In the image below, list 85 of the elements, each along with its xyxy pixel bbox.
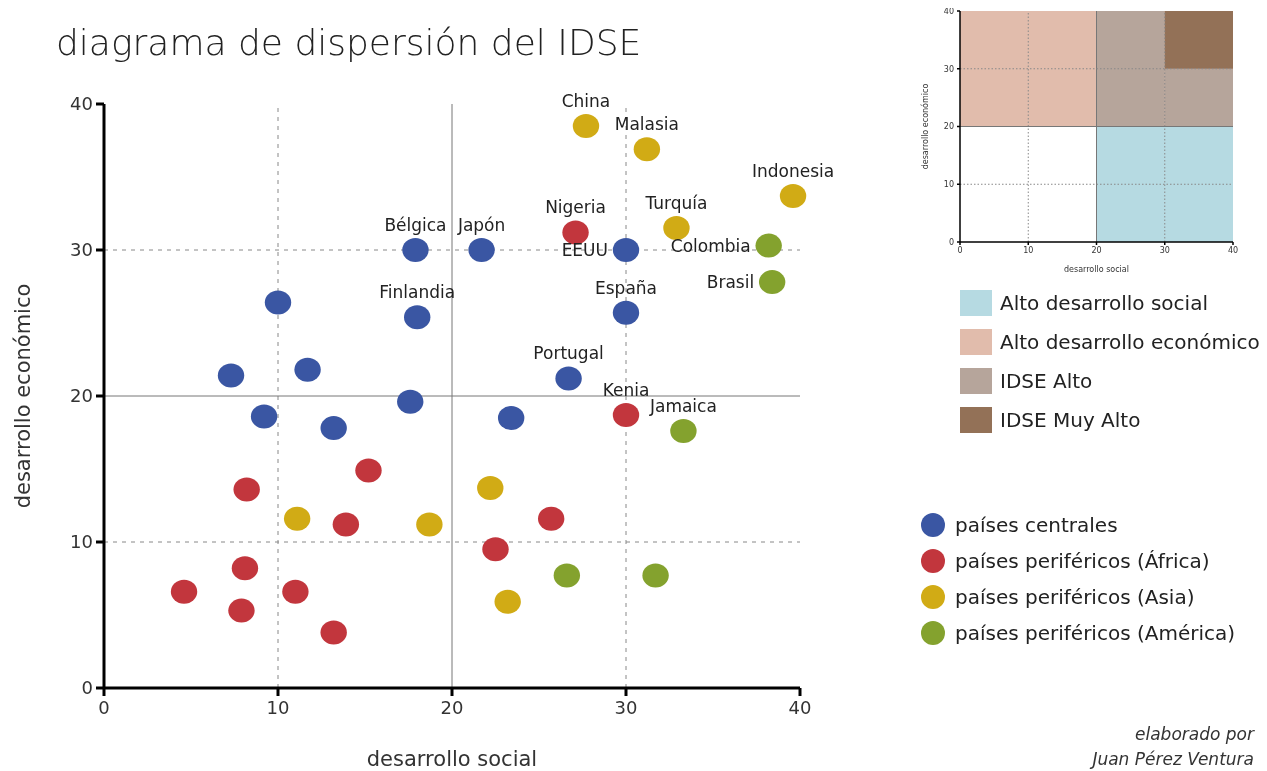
point <box>755 233 782 258</box>
point <box>217 363 245 388</box>
point <box>612 402 640 427</box>
point <box>482 537 509 562</box>
annotation: Finlandia <box>379 282 456 303</box>
point <box>468 238 495 262</box>
x-tick-label: 40 <box>788 697 812 718</box>
y-axis-title: desarrollo económico <box>11 283 35 509</box>
point <box>758 270 786 295</box>
point <box>250 404 278 429</box>
point <box>294 357 321 382</box>
y-tick-label: 0 <box>948 237 954 247</box>
point <box>233 477 260 502</box>
x-tick-label: 10 <box>1023 246 1034 255</box>
point <box>612 300 640 325</box>
point <box>264 290 292 315</box>
y-tick-label: 40 <box>70 93 93 115</box>
point <box>642 563 669 588</box>
y-tick-label: 30 <box>943 64 954 74</box>
point <box>633 137 661 162</box>
legend-label: IDSE Alto <box>1000 369 1093 393</box>
x-axis-title: desarrollo social <box>366 747 538 771</box>
point <box>494 589 521 614</box>
point <box>320 416 347 441</box>
point <box>282 579 309 604</box>
legend-label: países centrales <box>955 513 1118 537</box>
annotation: Kenia <box>602 379 650 400</box>
chart-title: diagrama de dispersión del IDSE <box>56 22 642 63</box>
y-axis-title: desarrollo económico <box>920 83 930 170</box>
x-tick-label: 0 <box>957 246 963 255</box>
point <box>612 238 640 262</box>
x-tick-label: 10 <box>266 697 290 718</box>
annotation: Malasia <box>614 114 679 135</box>
point <box>170 579 198 604</box>
legend-label: Alto desarrollo económico <box>1000 330 1260 354</box>
point <box>404 305 431 330</box>
annotation: Brasil <box>706 272 755 293</box>
annotation: Colombia <box>670 235 751 256</box>
point <box>779 183 807 208</box>
point <box>397 389 424 414</box>
annotation: Turquía <box>644 193 708 214</box>
annotation: España <box>595 277 657 298</box>
legend-label: Alto desarrollo social <box>1000 291 1208 315</box>
legend-label: IDSE Muy Alto <box>1000 408 1141 432</box>
annotation: Nigeria <box>545 197 606 218</box>
point <box>670 419 697 444</box>
text: elaborado por Juan Pérez Ventura <box>1089 724 1255 769</box>
point <box>355 458 382 483</box>
y-tick-label: 10 <box>70 531 93 553</box>
y-tick-label: 20 <box>943 122 954 132</box>
annotation: EEUU <box>561 240 608 260</box>
legend-label: países periféricos (América) <box>955 621 1236 645</box>
x-tick-label: 30 <box>1159 246 1170 255</box>
point <box>402 238 429 262</box>
point <box>537 506 565 531</box>
point <box>555 366 582 391</box>
annotation: Jamaica <box>648 396 717 417</box>
point <box>332 512 360 537</box>
x-tick-label: 40 <box>1227 246 1239 255</box>
x-tick-label: 30 <box>614 697 638 718</box>
x-axis-title: desarrollo social <box>1064 265 1129 274</box>
point <box>283 506 311 531</box>
point <box>497 405 525 430</box>
y-tick-label: 10 <box>943 180 954 190</box>
y-tick-label: 20 <box>70 385 93 407</box>
x-tick-label: 20 <box>440 697 464 718</box>
x-tick-label: 0 <box>98 697 110 718</box>
point <box>320 620 347 645</box>
point <box>231 556 259 581</box>
point <box>553 563 581 588</box>
annotation: Japón <box>456 215 506 235</box>
annotation: Bélgica <box>384 215 447 235</box>
annotation: Portugal <box>533 343 604 364</box>
legend-label: países periféricos (Asia) <box>955 585 1195 609</box>
point <box>416 512 443 537</box>
legend-label: países periféricos (África) <box>955 549 1210 573</box>
y-tick-label: 40 <box>943 6 954 16</box>
y-tick-label: 0 <box>81 677 93 699</box>
annotation: Indonesia <box>751 160 835 181</box>
point <box>562 220 589 245</box>
annotation: China <box>561 90 611 111</box>
point <box>572 113 600 138</box>
point <box>477 475 504 500</box>
x-tick-label: 20 <box>1091 246 1102 255</box>
point <box>228 598 255 623</box>
